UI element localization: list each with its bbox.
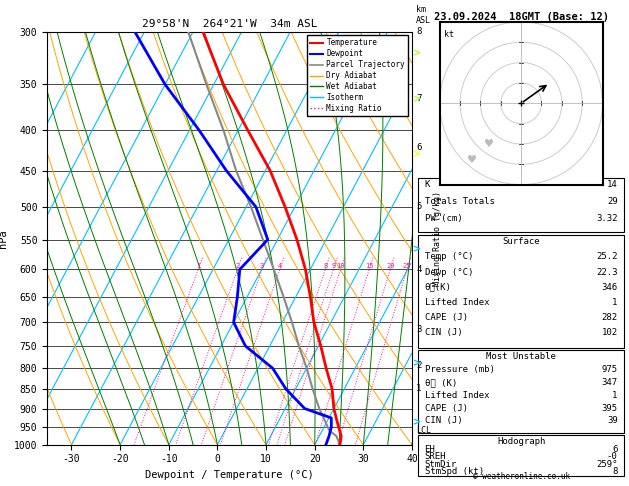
Text: K: K bbox=[425, 180, 430, 190]
Text: StmSpd (kt): StmSpd (kt) bbox=[425, 467, 484, 476]
Text: ♥: ♥ bbox=[484, 139, 494, 149]
Text: Totals Totals: Totals Totals bbox=[425, 197, 494, 206]
Text: 259°: 259° bbox=[596, 460, 618, 469]
Text: 3: 3 bbox=[260, 263, 264, 269]
Text: 39: 39 bbox=[607, 417, 618, 425]
Text: CIN (J): CIN (J) bbox=[425, 417, 462, 425]
Text: 14: 14 bbox=[607, 180, 618, 190]
Text: 346: 346 bbox=[601, 283, 618, 292]
Text: 9: 9 bbox=[331, 263, 335, 269]
X-axis label: Dewpoint / Temperature (°C): Dewpoint / Temperature (°C) bbox=[145, 470, 314, 480]
Text: LCL: LCL bbox=[416, 426, 431, 435]
Text: 20: 20 bbox=[386, 263, 394, 269]
Text: 8: 8 bbox=[323, 263, 327, 269]
Text: θᴇ (K): θᴇ (K) bbox=[425, 378, 457, 387]
Text: 1: 1 bbox=[612, 391, 618, 400]
Text: Hodograph: Hodograph bbox=[497, 437, 545, 447]
Text: CIN (J): CIN (J) bbox=[425, 328, 462, 337]
Text: Most Unstable: Most Unstable bbox=[486, 352, 556, 362]
Text: ♥: ♥ bbox=[467, 155, 477, 165]
Text: 3.32: 3.32 bbox=[596, 214, 618, 223]
Text: 1: 1 bbox=[196, 263, 200, 269]
Bar bbox=[418, 235, 624, 348]
Legend: Temperature, Dewpoint, Parcel Trajectory, Dry Adiabat, Wet Adiabat, Isotherm, Mi: Temperature, Dewpoint, Parcel Trajectory… bbox=[306, 35, 408, 116]
Bar bbox=[418, 350, 624, 433]
Text: 29: 29 bbox=[607, 197, 618, 206]
Text: Lifted Index: Lifted Index bbox=[425, 391, 489, 400]
Text: >: > bbox=[413, 359, 421, 368]
Text: 282: 282 bbox=[601, 313, 618, 322]
Bar bbox=[418, 435, 624, 476]
Text: θᴇ(K): θᴇ(K) bbox=[425, 283, 452, 292]
Text: 102: 102 bbox=[601, 328, 618, 337]
Text: 8: 8 bbox=[612, 467, 618, 476]
Text: 1: 1 bbox=[416, 384, 421, 394]
Text: 22.3: 22.3 bbox=[596, 268, 618, 277]
Text: Lifted Index: Lifted Index bbox=[425, 298, 489, 307]
Text: -0: -0 bbox=[607, 452, 618, 461]
Text: StmDir: StmDir bbox=[425, 460, 457, 469]
Text: Pressure (mb): Pressure (mb) bbox=[425, 365, 494, 374]
Text: © weatheronline.co.uk: © weatheronline.co.uk bbox=[472, 472, 570, 481]
Text: 347: 347 bbox=[601, 378, 618, 387]
Text: 23.09.2024  18GMT (Base: 12): 23.09.2024 18GMT (Base: 12) bbox=[433, 12, 609, 22]
Text: 395: 395 bbox=[601, 403, 618, 413]
Text: Temp (°C): Temp (°C) bbox=[425, 253, 473, 261]
Text: 15: 15 bbox=[365, 263, 374, 269]
Text: 1: 1 bbox=[612, 298, 618, 307]
Text: SREH: SREH bbox=[425, 452, 446, 461]
Text: 2: 2 bbox=[235, 263, 240, 269]
Text: PW (cm): PW (cm) bbox=[425, 214, 462, 223]
Text: 6: 6 bbox=[612, 445, 618, 454]
Text: km
ASL: km ASL bbox=[416, 5, 431, 25]
Text: 10: 10 bbox=[337, 263, 345, 269]
Text: 4: 4 bbox=[416, 265, 421, 274]
Text: >: > bbox=[413, 417, 421, 428]
Text: 3: 3 bbox=[416, 325, 421, 334]
Text: Dewp (°C): Dewp (°C) bbox=[425, 268, 473, 277]
Text: EH: EH bbox=[425, 445, 435, 454]
Text: kt: kt bbox=[444, 30, 454, 39]
Text: 4: 4 bbox=[278, 263, 282, 269]
Y-axis label: hPa: hPa bbox=[0, 229, 8, 247]
Text: >: > bbox=[413, 95, 421, 104]
Text: Surface: Surface bbox=[503, 238, 540, 246]
Text: 5: 5 bbox=[416, 202, 421, 211]
Text: >: > bbox=[413, 48, 421, 58]
Text: 6: 6 bbox=[416, 142, 421, 152]
Text: Mixing Ratio (g/kg): Mixing Ratio (g/kg) bbox=[433, 191, 442, 286]
Text: CAPE (J): CAPE (J) bbox=[425, 403, 467, 413]
Text: 25.2: 25.2 bbox=[596, 253, 618, 261]
Text: 7: 7 bbox=[416, 94, 421, 104]
Text: >: > bbox=[413, 149, 421, 159]
Text: 2: 2 bbox=[416, 362, 421, 370]
Text: 975: 975 bbox=[601, 365, 618, 374]
Text: CAPE (J): CAPE (J) bbox=[425, 313, 467, 322]
Bar bbox=[418, 178, 624, 232]
Title: 29°58'N  264°21'W  34m ASL: 29°58'N 264°21'W 34m ASL bbox=[142, 19, 318, 30]
Text: >: > bbox=[413, 244, 421, 255]
Text: 25: 25 bbox=[403, 263, 411, 269]
Text: 8: 8 bbox=[416, 27, 421, 36]
